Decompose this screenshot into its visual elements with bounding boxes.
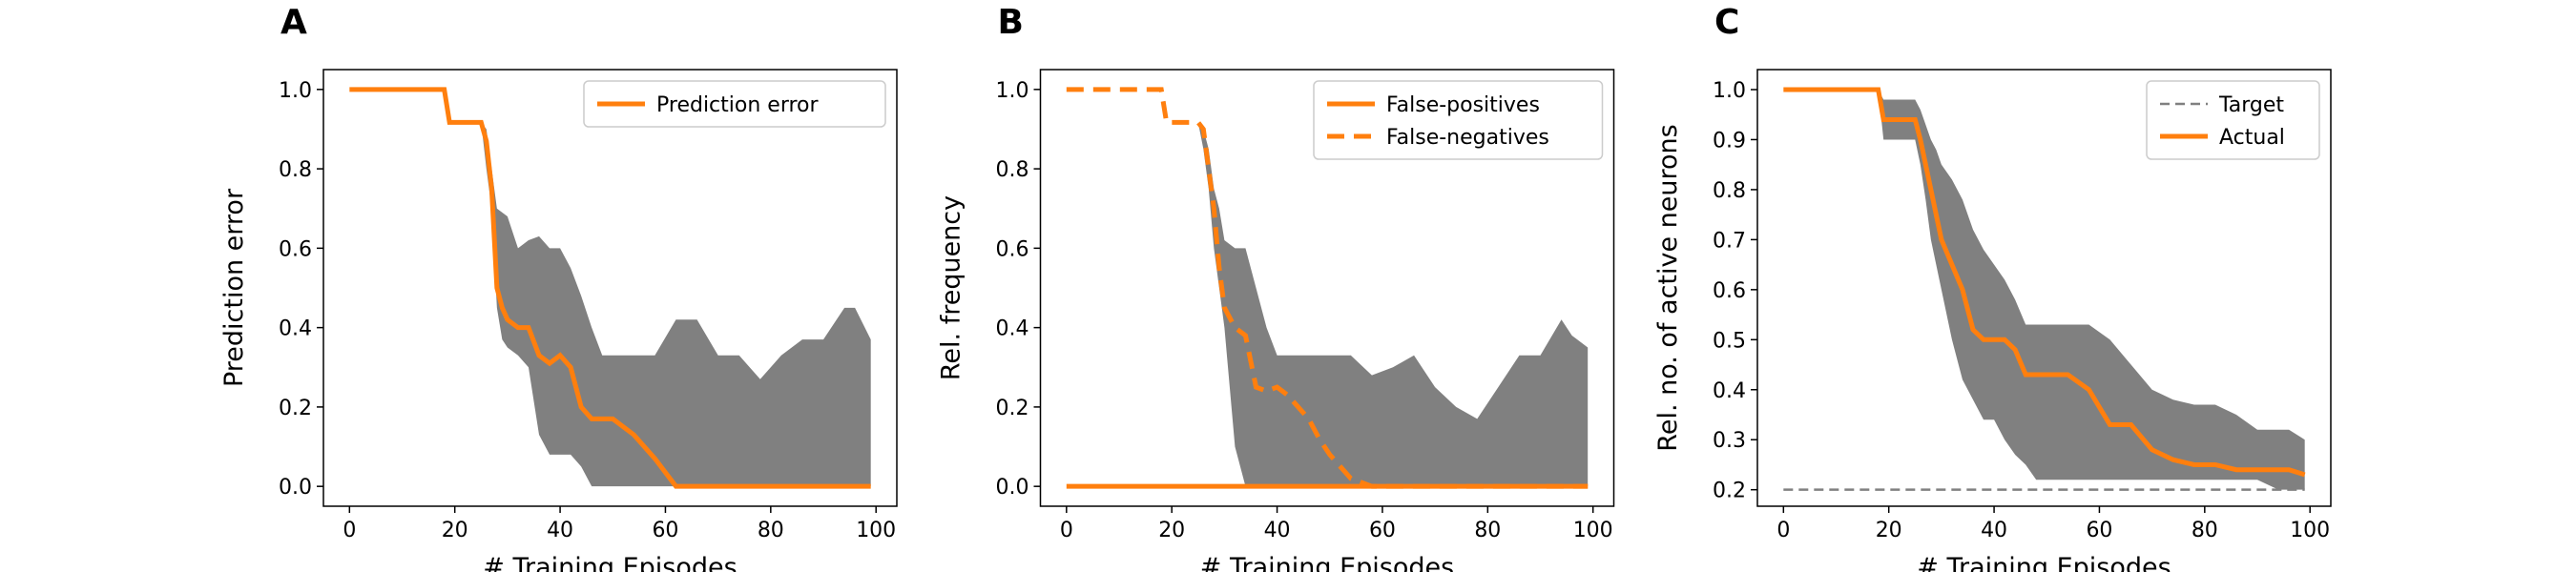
x-tick-label: 100 — [2290, 519, 2330, 542]
y-tick-label: 0.9 — [1713, 129, 1746, 153]
y-tick-label: 0.4 — [996, 317, 1029, 341]
legend-label: Actual — [2219, 126, 2285, 150]
y-tick-label: 0.8 — [279, 158, 312, 182]
plot-frame — [1039, 69, 1615, 507]
y-axis-label: Rel. frequency — [937, 195, 966, 380]
y-tick-label: 0.8 — [996, 158, 1029, 182]
y-tick-label: 1.0 — [1713, 79, 1746, 103]
series-line — [1783, 87, 2306, 478]
y-tick-label: 0.0 — [996, 476, 1029, 500]
x-tick-label: 60 — [652, 519, 678, 542]
legend-label: False-positives — [1386, 93, 1540, 117]
y-axis-label: Prediction error — [219, 188, 249, 387]
x-tick-label: 80 — [1474, 519, 1501, 542]
x-tick-label: 0 — [1776, 519, 1790, 542]
x-tick-label: 60 — [1369, 519, 1396, 542]
y-tick-label: 0.0 — [279, 476, 312, 500]
y-tick-label: 0.8 — [1713, 179, 1746, 203]
series-line — [349, 87, 871, 489]
y-tick-label: 0.2 — [996, 397, 1029, 420]
panel-label: A — [280, 3, 307, 42]
x-tick-label: 60 — [2086, 519, 2112, 542]
x-tick-label: 40 — [1264, 519, 1291, 542]
x-tick-label: 40 — [547, 519, 573, 542]
y-axis-label: Rel. no. of active neurons — [1653, 124, 1683, 451]
plot-frame — [1756, 69, 2332, 507]
x-tick-label: 40 — [1981, 519, 2007, 542]
y-tick-label: 0.4 — [1713, 379, 1746, 403]
band — [1066, 89, 1589, 487]
y-tick-label: 0.2 — [279, 397, 312, 420]
legend-box — [1313, 80, 1604, 160]
y-tick-label: 1.0 — [996, 79, 1029, 103]
legend-label: Prediction error — [656, 93, 819, 117]
x-tick-label: 100 — [856, 519, 896, 542]
legend-label: False-negatives — [1386, 126, 1549, 150]
band — [349, 89, 871, 487]
y-tick-label: 0.2 — [1713, 480, 1746, 503]
legend-label: Target — [2218, 93, 2284, 117]
band — [1783, 89, 2305, 490]
series-line — [1066, 87, 1589, 489]
x-axis-label: # Training Episodes — [1200, 553, 1454, 572]
y-tick-label: 0.7 — [1713, 229, 1746, 253]
x-tick-label: 20 — [1876, 519, 1902, 542]
panel-label: B — [998, 3, 1024, 42]
y-tick-label: 0.6 — [279, 237, 312, 261]
x-tick-label: 100 — [1573, 519, 1613, 542]
x-tick-label: 80 — [2192, 519, 2218, 542]
x-axis-label: # Training Episodes — [1917, 553, 2171, 572]
x-axis-label: # Training Episodes — [483, 553, 737, 572]
y-tick-label: 0.6 — [1713, 279, 1746, 303]
x-tick-label: 0 — [343, 519, 356, 542]
x-tick-label: 20 — [442, 519, 468, 542]
x-tick-label: 80 — [758, 519, 784, 542]
y-tick-label: 0.3 — [1713, 429, 1746, 453]
plot-frame — [322, 69, 898, 507]
x-tick-label: 0 — [1060, 519, 1073, 542]
legend-box — [2146, 80, 2320, 160]
y-tick-label: 0.6 — [996, 237, 1029, 261]
x-tick-label: 20 — [1158, 519, 1185, 542]
y-tick-label: 0.4 — [279, 317, 312, 341]
y-tick-label: 0.5 — [1713, 329, 1746, 353]
y-tick-label: 1.0 — [279, 79, 312, 103]
legend-box — [583, 80, 886, 128]
panel-label: C — [1714, 3, 1739, 42]
